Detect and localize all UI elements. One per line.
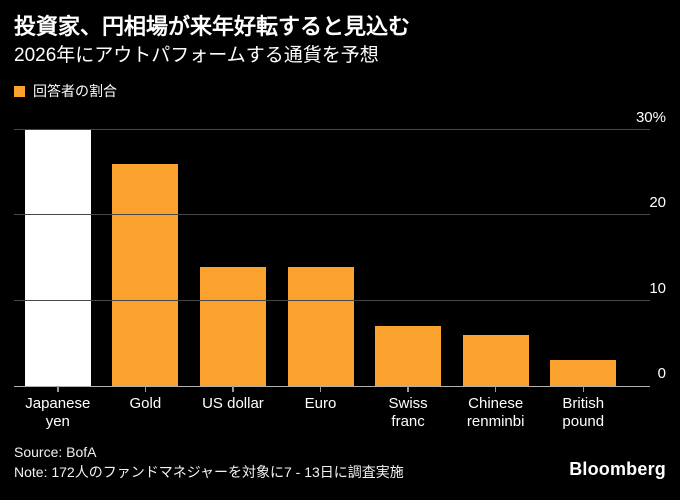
bar-british-pound [550,360,617,386]
bar-swiss-franc [375,326,442,386]
legend-label: 回答者の割合 [33,83,117,99]
chart-title: 投資家、円相場が来年好転すると見込む [14,14,411,39]
x-tick [277,386,365,393]
x-axis-labels: Japanese yen Gold US dollar Euro Swiss franc Ch… [14,395,627,431]
chart-subtitle: 2026年にアウトパフォームする通貨を予想 [14,45,379,66]
note-text: Note: 172人のファンドマネジャーを対象に7 - 13日に調査実施 [14,464,404,480]
x-category-label-swiss-franc: Swiss franc [388,395,428,430]
x-tick [452,386,540,393]
x-tick [364,386,452,393]
grid-zone [14,129,650,387]
bar-us-dollar [199,266,266,386]
bar-column [452,130,540,386]
x-category-label-gold: Gold [129,395,162,412]
y-tick-label: 20 [649,194,666,212]
bar-japanese-yen [24,130,91,386]
x-tick [189,386,277,393]
bar-column [277,130,365,386]
bar-column [14,130,102,386]
bar-euro [287,266,354,386]
bar-column [102,130,190,386]
y-tick-label: 30% [635,109,666,126]
bar-gold [112,164,179,386]
x-axis-ticks [14,386,627,393]
bar-column [189,130,277,386]
x-tick [539,386,627,393]
bloomberg-logo: Bloomberg [569,459,666,479]
x-category-label-chinese-renminbi: Chinese renminbi [466,395,525,430]
x-category-label-japanese-yen: Japanese yen [25,395,91,430]
bar-column [364,130,452,386]
x-category-label-us-dollar: US dollar [202,395,264,412]
gridline-30 [14,129,650,130]
gridline-10 [14,299,650,301]
y-tick-label: 10 [649,279,666,297]
x-category-label-british-pound: British pound [562,395,605,430]
bar-chinese-renminbi [462,334,529,386]
legend: 回答者の割合 [14,81,117,101]
source-text: Source: BofA [14,444,97,460]
gridline-20 [14,214,650,216]
x-tick [14,386,102,393]
bars [14,130,627,386]
bar-column [539,130,627,386]
x-tick [102,386,190,393]
y-tick-label: 0 [657,365,666,382]
x-category-label-euro: Euro [304,395,337,412]
legend-swatch-icon [14,85,25,97]
